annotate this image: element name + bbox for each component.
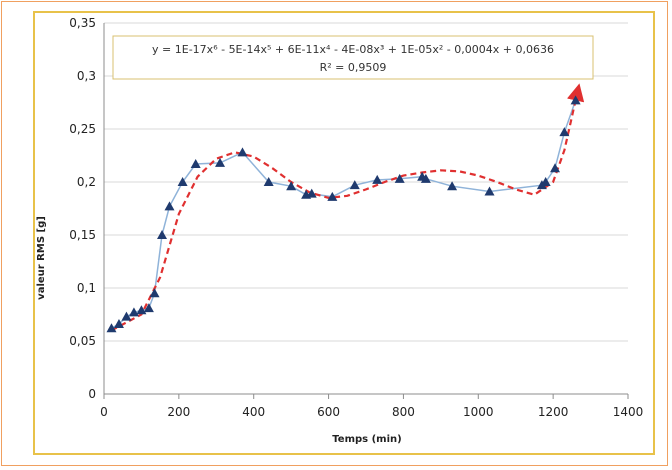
data-point <box>484 186 495 196</box>
data-point <box>149 288 160 298</box>
trendline <box>110 83 585 332</box>
data-point <box>570 95 581 105</box>
y-tick-labels: 0 0,05 0,1 0,15 0,2 0,25 0,3 0,35 <box>69 16 96 401</box>
data-point <box>190 158 201 168</box>
x-tick-label: 200 <box>167 405 190 419</box>
y-tick-label: 0,25 <box>69 122 96 136</box>
series-line <box>111 100 577 329</box>
data-point <box>237 147 248 157</box>
y-tick-label: 0,3 <box>77 69 96 83</box>
data-point <box>157 230 168 239</box>
x-tick-label: 1200 <box>538 405 569 419</box>
trendline-curve <box>110 83 585 332</box>
data-point <box>113 319 124 329</box>
data-point <box>540 177 551 186</box>
x-tick-label: 400 <box>242 405 265 419</box>
data-point <box>550 163 561 173</box>
data-point <box>164 201 175 211</box>
equation-box: y = 1E-17x⁶ - 5E-14x⁵ + 6E-11x⁴ - 4E-08x… <box>112 35 594 80</box>
data-point <box>263 177 274 186</box>
data-point <box>215 157 226 167</box>
data-point <box>128 307 139 317</box>
y-tick-label: 0,2 <box>77 175 96 189</box>
y-tick-label: 0,35 <box>69 16 96 30</box>
data-point <box>394 173 405 183</box>
y-tick-label: 0 <box>88 387 96 401</box>
trendline-equation: y = 1E-17x⁶ - 5E-14x⁵ + 6E-11x⁴ - 4E-08x… <box>152 43 554 56</box>
x-tick-label: 800 <box>392 405 415 419</box>
y-axis-title: valeur RMS [g] <box>36 216 47 300</box>
series-polyline <box>111 100 577 329</box>
data-point <box>143 303 154 313</box>
data-point <box>121 311 132 321</box>
x-axis-title: Temps (min) <box>332 434 401 445</box>
y-tick-label: 0,1 <box>77 281 96 295</box>
data-point <box>286 181 297 191</box>
trendline-r-squared: R² = 0,9509 <box>320 61 387 74</box>
data-point <box>306 188 317 198</box>
x-tick-label: 600 <box>317 405 340 419</box>
data-point <box>447 181 458 191</box>
data-point <box>327 191 338 201</box>
x-tick-labels: 0 200 400 600 800 1000 1200 1400 <box>100 405 643 419</box>
y-tick-label: 0,15 <box>69 228 96 242</box>
data-point <box>372 174 383 184</box>
plot-area-border <box>33 11 655 455</box>
y-tick-label: 0,05 <box>69 334 96 348</box>
data-point <box>559 127 570 137</box>
x-tick-label: 0 <box>100 405 108 419</box>
data-point <box>136 305 147 315</box>
x-tick-label: 1400 <box>613 405 644 419</box>
data-markers <box>106 95 581 333</box>
data-point <box>420 173 431 183</box>
data-point <box>177 177 188 186</box>
x-tick-label: 1000 <box>463 405 494 419</box>
axes <box>103 23 629 399</box>
data-point <box>349 180 360 190</box>
data-point <box>106 323 117 333</box>
